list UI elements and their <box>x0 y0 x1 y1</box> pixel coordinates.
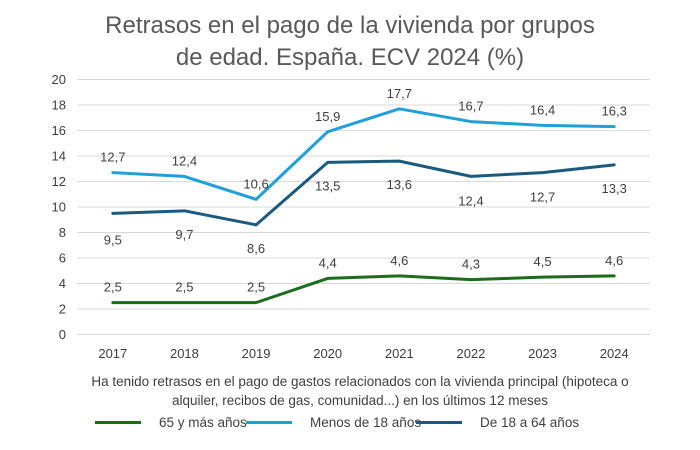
x-tick-label: 2022 <box>456 346 485 361</box>
data-label: 9,7 <box>175 227 193 242</box>
y-tick-label: 6 <box>59 251 66 266</box>
y-tick-label: 20 <box>52 72 66 87</box>
data-label: 17,7 <box>387 86 412 101</box>
gridlines <box>77 79 650 335</box>
legend-label-65-plus: 65 y más años <box>159 414 247 430</box>
data-label: 9,5 <box>104 232 122 247</box>
x-tick-label: 2017 <box>98 346 127 361</box>
legend-label-under-18: Menos de 18 años <box>310 414 422 430</box>
x-tick-label: 2018 <box>170 346 199 361</box>
data-labels: 2,5 2,5 2,5 4,4 4,6 4,3 4,5 4,6 12,7 12,4 10,6 15,9… <box>100 86 627 295</box>
caption-line-1: Ha tenido retrasos en el pago de gastos … <box>91 374 629 389</box>
y-tick-label: 12 <box>52 174 66 189</box>
data-label: 2,5 <box>175 280 193 295</box>
y-tick-label: 10 <box>52 200 66 215</box>
x-tick-label: 2021 <box>385 346 414 361</box>
data-label: 13,6 <box>387 177 412 192</box>
legend-swatch-18-64 <box>416 420 462 424</box>
chart-title-line-1: Retrasos en el pago de la vivienda por g… <box>105 12 595 39</box>
legend-swatch-under-18 <box>246 420 292 424</box>
x-axis-ticks: 2017 2018 2019 2020 2021 2022 2023 2024 <box>98 346 628 361</box>
legend-item-under-18: Menos de 18 años <box>246 411 421 433</box>
data-label: 4,3 <box>462 257 480 272</box>
data-label: 4,6 <box>605 253 623 268</box>
legend-item-18-64: De 18 a 64 años <box>416 411 579 433</box>
y-axis-ticks: 0 2 4 6 8 10 12 14 16 18 20 <box>52 72 66 342</box>
y-tick-label: 2 <box>59 302 66 317</box>
series-line-18-64 <box>111 159 616 227</box>
legend: 65 y más años Menos de 18 años De 18 a 6… <box>0 411 700 433</box>
data-label: 16,3 <box>602 104 627 119</box>
y-tick-label: 14 <box>52 149 66 164</box>
data-label: 16,4 <box>530 102 555 117</box>
legend-item-65-plus: 65 y más años <box>95 411 247 433</box>
series-line-65-plus <box>111 274 616 305</box>
data-label: 13,3 <box>602 181 627 196</box>
data-label: 12,4 <box>172 153 197 168</box>
chart-caption: Ha tenido retrasos en el pago de gastos … <box>60 372 660 410</box>
data-label: 12,7 <box>100 150 125 165</box>
y-tick-label: 18 <box>52 98 66 113</box>
data-label: 13,5 <box>315 178 340 193</box>
caption-line-2: alquiler, recibos de gas, comunidad...) … <box>172 393 548 408</box>
chart-title-line-2: de edad. España. ECV 2024 (%) <box>175 44 525 71</box>
data-label: 2,5 <box>247 280 265 295</box>
series-lines <box>111 107 616 305</box>
data-label: 2,5 <box>104 280 122 295</box>
data-label: 12,4 <box>458 193 483 208</box>
legend-swatch-65-plus <box>95 420 141 424</box>
data-label: 8,6 <box>247 241 265 256</box>
x-tick-label: 2024 <box>600 346 629 361</box>
series-line-under-18 <box>111 107 616 201</box>
data-label: 4,5 <box>534 254 552 269</box>
data-label: 4,4 <box>319 255 337 270</box>
y-tick-label: 4 <box>59 276 66 291</box>
legend-label-18-64: De 18 a 64 años <box>480 414 580 430</box>
data-label: 10,6 <box>243 176 268 191</box>
y-tick-label: 16 <box>52 123 66 138</box>
y-tick-label: 8 <box>59 225 66 240</box>
data-label: 15,9 <box>315 109 340 124</box>
data-label: 12,7 <box>530 190 555 205</box>
data-label: 4,6 <box>390 253 408 268</box>
y-tick-label: 0 <box>59 327 66 342</box>
x-tick-label: 2023 <box>528 346 557 361</box>
data-label: 16,7 <box>458 99 483 114</box>
x-tick-label: 2020 <box>313 346 342 361</box>
x-tick-label: 2019 <box>242 346 271 361</box>
